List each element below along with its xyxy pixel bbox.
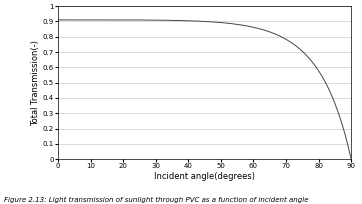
- X-axis label: Incident angle(degrees): Incident angle(degrees): [154, 172, 255, 181]
- Y-axis label: Total Transmission(-): Total Transmission(-): [31, 40, 40, 125]
- Text: Figure 2.13: Light transmission of sunlight through PVC as a function of inciden: Figure 2.13: Light transmission of sunli…: [4, 197, 308, 203]
